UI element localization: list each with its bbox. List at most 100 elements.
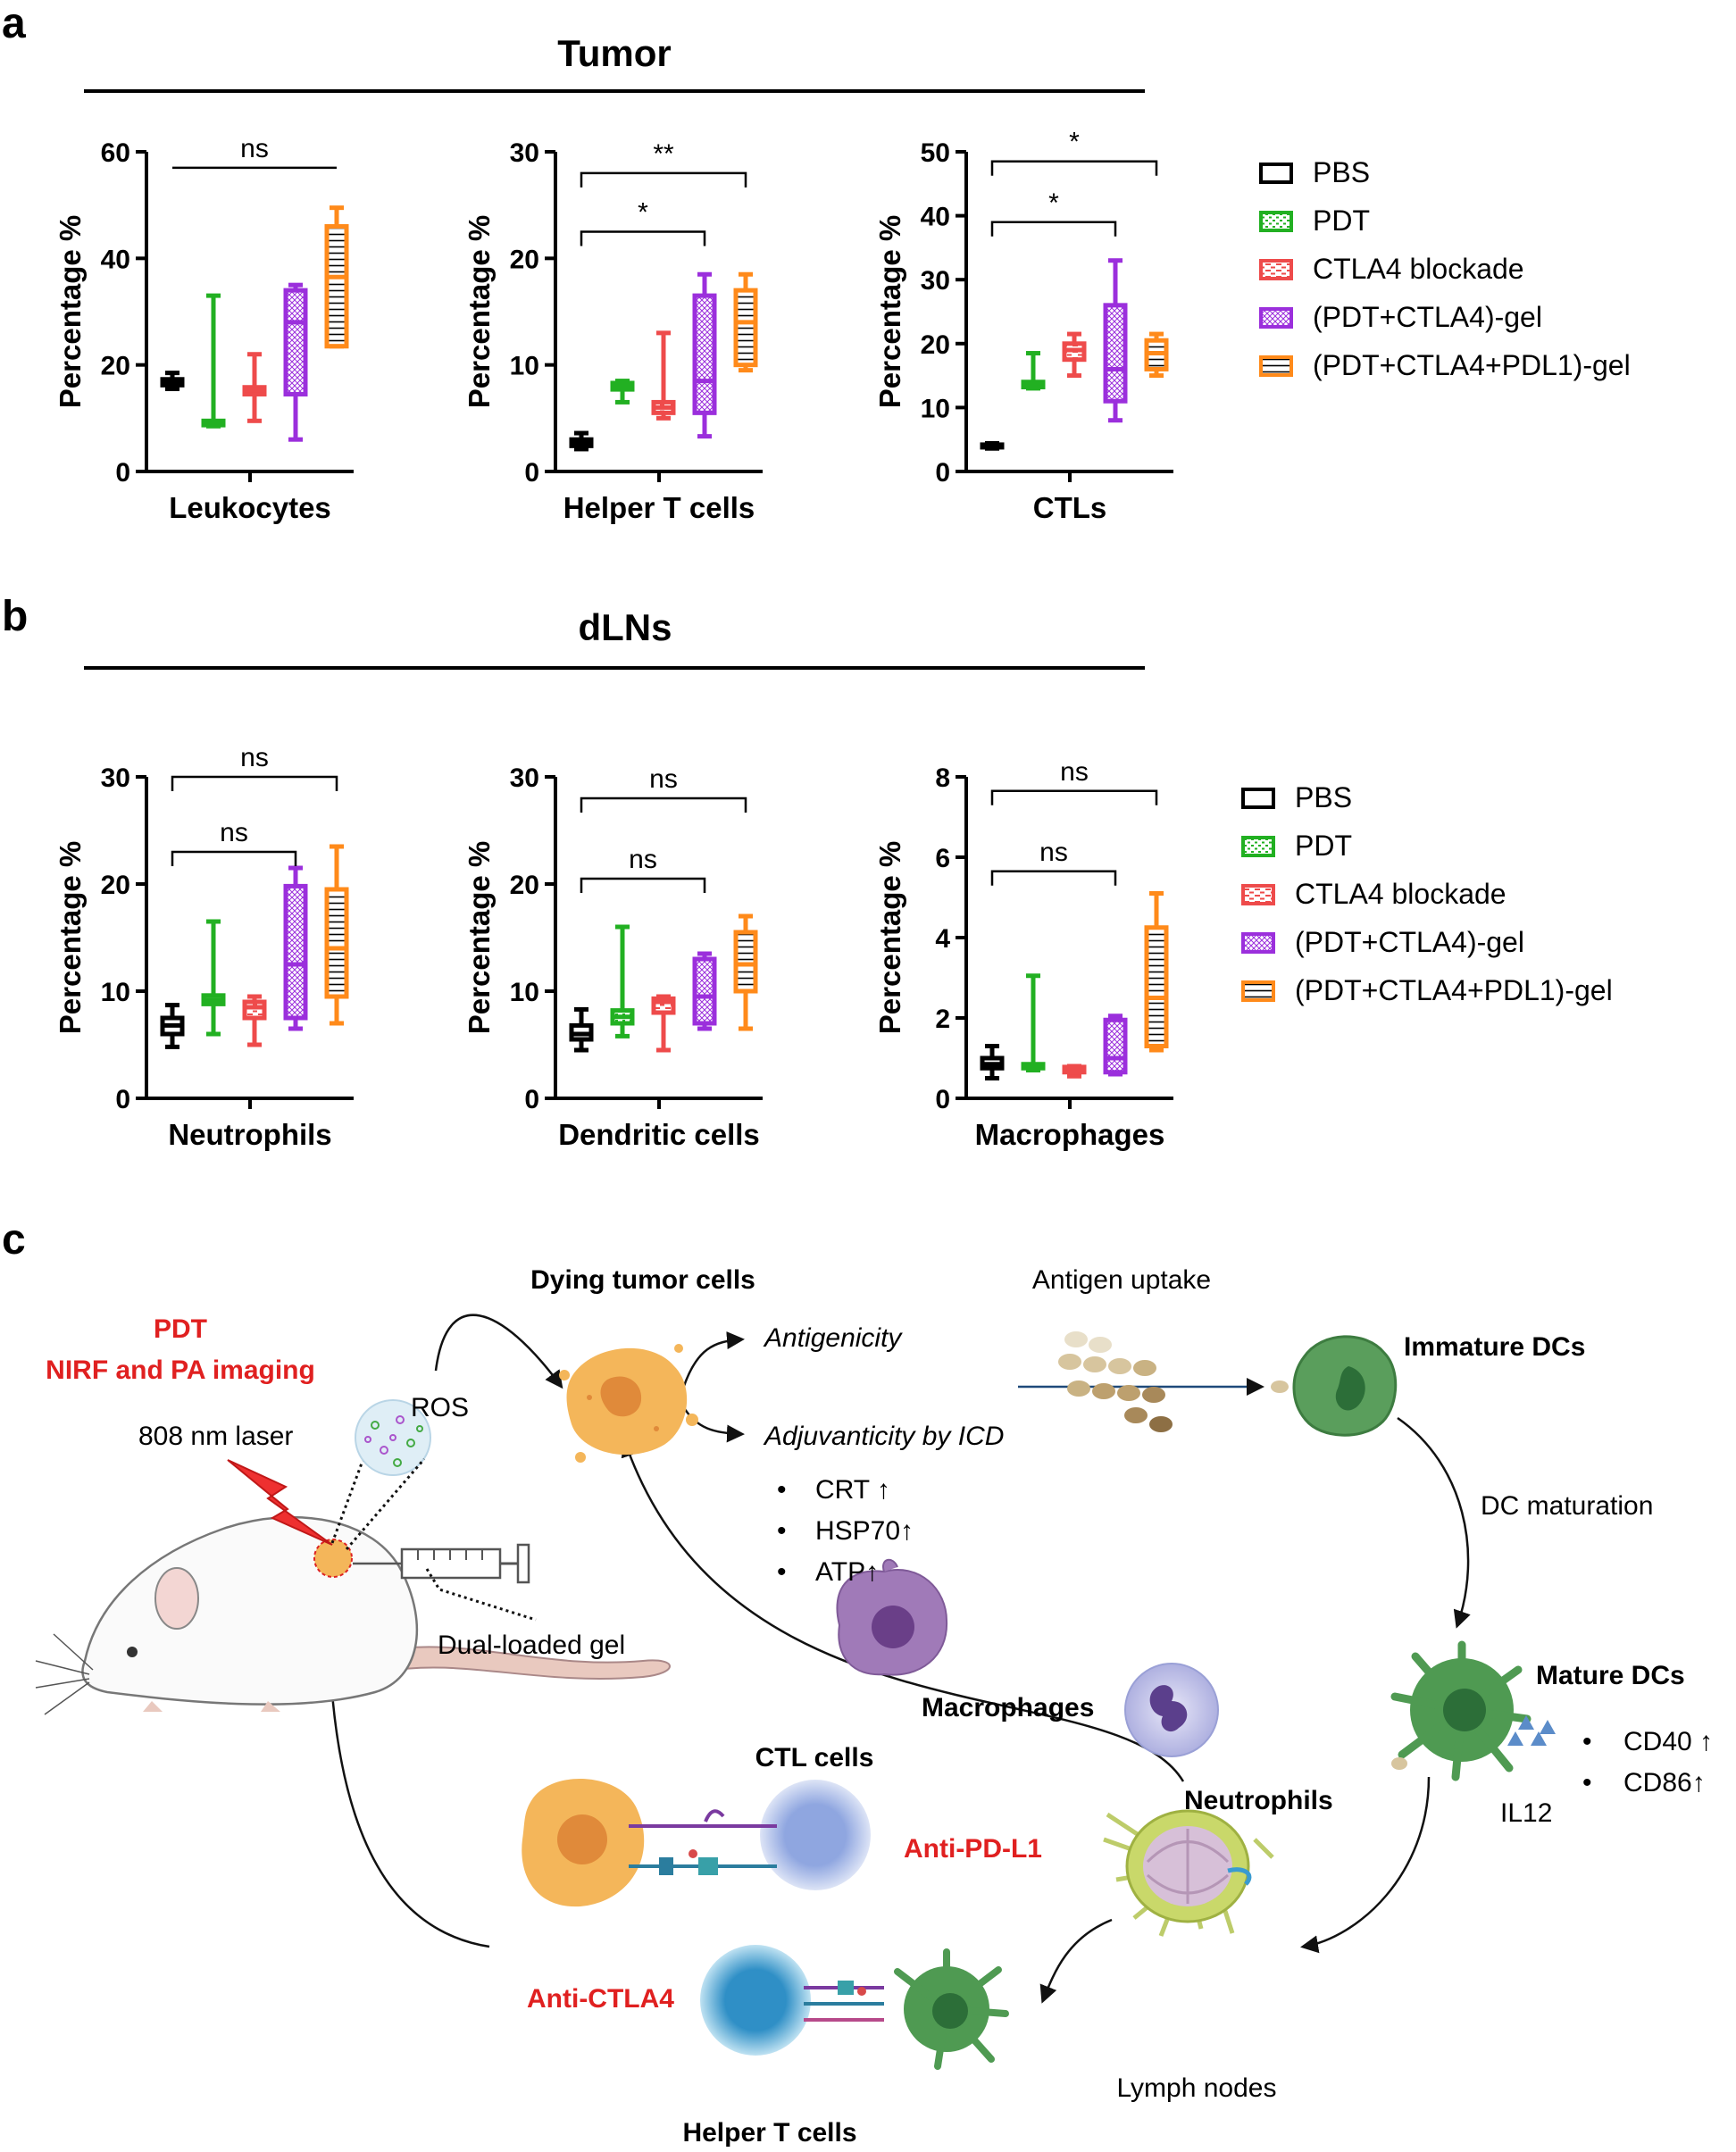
significance-bracket: ns: [990, 757, 1158, 805]
mouse-illustration: [35, 1399, 671, 1715]
box-pbs: [980, 440, 1005, 451]
legend-a-swatch-triple-gel: [1259, 355, 1293, 377]
y-tick-label: 40: [921, 203, 950, 232]
helper-t-dc-synapse: [700, 1945, 1009, 2070]
box-ctla4-blockade: [1062, 331, 1087, 379]
bracket-line: [171, 850, 297, 866]
y-axis-label: Percentage %: [54, 215, 87, 408]
box--pdt-ctla4-pdl1-gel: [324, 844, 349, 1026]
box-iqr: [692, 956, 717, 1026]
box-pdt: [1021, 351, 1046, 391]
panel-letter-a: a: [2, 0, 26, 47]
bracket-line: [580, 230, 706, 246]
bracket-line: [171, 775, 338, 791]
mouse-ear: [154, 1567, 199, 1630]
label-pdt: PDT: [154, 1314, 207, 1344]
label-neutrophils: Neutrophils: [1184, 1786, 1333, 1815]
box-pbs: [980, 1044, 1005, 1080]
bullet-hsp70: •: [777, 1516, 787, 1546]
box--pdt-ctla4-pdl1-gel: [324, 205, 349, 349]
box-iqr: [733, 930, 758, 994]
legend-b-swatch-pdt: [1241, 836, 1275, 857]
label-cd86: CD86↑: [1623, 1768, 1706, 1798]
injection-site: [313, 1539, 353, 1578]
label-lymph-nodes: Lymph nodes: [1116, 2073, 1276, 2103]
y-tick-label: 30: [510, 763, 539, 793]
box-pdt: [201, 293, 226, 429]
box-iqr: [1144, 925, 1169, 1048]
box-ctla4-blockade: [242, 352, 267, 423]
label-hsp70: HSP70↑: [815, 1516, 914, 1546]
legend-b-label-pdt-ctla4-gel: (PDT+CTLA4)-gel: [1295, 926, 1524, 958]
significance-bracket: **: [580, 139, 747, 188]
antigen-particles: [1058, 1331, 1289, 1432]
box-ctla4-blockade: [651, 994, 676, 1053]
significance-bracket: ns: [171, 743, 338, 791]
legend-a: PBS PDT CTLA4 blockade (PDT+CTLA4)-gel (…: [1259, 156, 1631, 381]
label-mature-dcs: Mature DCs: [1536, 1661, 1685, 1690]
bracket-line: [580, 797, 747, 813]
box-pbs: [160, 371, 185, 392]
y-tick-label: 0: [935, 1085, 950, 1114]
arrow-mouse-to-tumor: [434, 1314, 563, 1389]
section-title-tumor: Tumor: [557, 32, 672, 74]
legend-a-swatch-ctla4: [1259, 259, 1293, 280]
significance-label: ns: [220, 818, 248, 847]
box-iqr: [1103, 1017, 1128, 1075]
mature-dc-cell: [1390, 1640, 1532, 1781]
box-pbs: [160, 1003, 185, 1049]
box--pdt-ctla4-pdl1-gel: [1144, 331, 1169, 379]
box-iqr: [283, 883, 308, 1021]
bracket-line: [580, 877, 706, 893]
x-category-label: Dendritic cells: [558, 1118, 760, 1151]
significance-label: ns: [629, 845, 657, 874]
label-adjuvanticity: Adjuvanticity by ICD: [763, 1422, 1004, 1451]
legend-b-label-ctla4: CTLA4 blockade: [1295, 878, 1506, 910]
y-tick-label: 0: [935, 458, 950, 488]
label-il12: IL12: [1500, 1798, 1552, 1828]
arrow-lymph-to-helper: [1039, 1918, 1113, 2004]
legend-b-swatch-pbs: [1241, 788, 1275, 809]
panel-letter-b: b: [2, 593, 28, 640]
box-pdt: [201, 919, 226, 1037]
y-tick-label: 0: [524, 1085, 539, 1114]
significance-bracket: ns: [171, 818, 297, 866]
bracket-line: [990, 160, 1158, 176]
ctl-tumor-synapse: [522, 1779, 871, 1907]
y-tick-label: 10: [921, 394, 950, 423]
legend-a-label-pdt-ctla4-gel: (PDT+CTLA4)-gel: [1313, 301, 1542, 333]
box-ctla4-blockade: [242, 994, 267, 1047]
y-tick-label: 20: [921, 330, 950, 360]
significance-bracket: ns: [172, 134, 337, 170]
significance-label: ns: [1039, 838, 1068, 867]
legend-b-swatch-ctla4: [1241, 884, 1275, 905]
nanoparticle-dots: [364, 1415, 423, 1467]
bullet-atp: •: [777, 1557, 787, 1587]
box-pdt: [610, 924, 635, 1038]
y-axis-label: Percentage %: [873, 841, 906, 1034]
significance-label: *: [1069, 128, 1080, 157]
mouse-eye: [127, 1647, 138, 1657]
box--pdt-ctla4-gel: [283, 282, 308, 442]
box-pdt: [1021, 973, 1046, 1072]
legend-b: PBS PDT CTLA4 blockade (PDT+CTLA4)-gel (…: [1241, 781, 1613, 1006]
label-cd40: CD40 ↑: [1623, 1727, 1713, 1756]
arrow-to-antigenicity: [681, 1331, 745, 1389]
zoom-dotted-lines: [330, 1458, 537, 1622]
legend-a-label-triple-gel: (PDT+CTLA4+PDL1)-gel: [1313, 349, 1631, 381]
label-gel: Dual-loaded gel: [438, 1631, 625, 1660]
y-tick-label: 40: [101, 245, 130, 274]
dying-tumor-cell: [559, 1344, 698, 1463]
significance-label: ns: [240, 743, 269, 772]
y-tick-label: 10: [101, 978, 130, 1007]
box--pdt-ctla4-gel: [1103, 258, 1128, 423]
legend-a-swatch-pbs: [1259, 163, 1293, 184]
nanoparticle-zoom: [355, 1399, 431, 1476]
label-atp: ATP↑: [815, 1557, 879, 1587]
significance-bracket: ns: [990, 838, 1117, 886]
significance-bracket: *: [580, 198, 706, 246]
legend-a-label-ctla4: CTLA4 blockade: [1313, 253, 1524, 285]
bracket-line: [990, 789, 1158, 805]
y-tick-label: 6: [935, 844, 950, 873]
